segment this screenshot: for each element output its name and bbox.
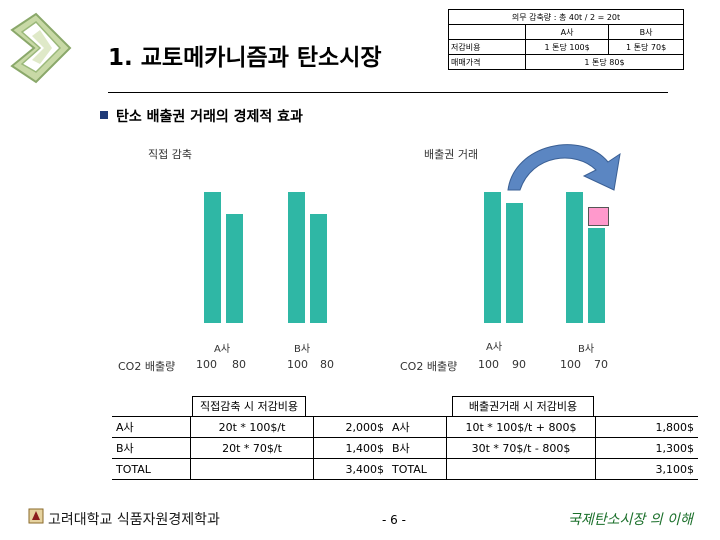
cost-value: 2,000$: [313, 416, 388, 438]
left-bar-a-before: [204, 192, 221, 323]
right-b-after: 70: [594, 358, 608, 371]
info-caption: 의무 감축량 : 총 40t / 2 = 20t: [448, 9, 684, 25]
info-row1-a: 1 톤당 100$: [524, 39, 610, 55]
info-row2-label: 매매가격: [448, 54, 526, 70]
cost-table: A사 20t * 100$/t 2,000$ A사 10t * 100$/t +…: [112, 416, 698, 480]
info-row2-value: 1 톤당 80$: [525, 54, 684, 70]
page-number: - 6 -: [382, 513, 406, 527]
right-company-b: B사: [578, 344, 595, 355]
left-company-b: B사: [294, 344, 311, 355]
cost-r-value: 3,100$: [595, 458, 698, 480]
cost-r-formula: [446, 458, 596, 480]
right-bar-a-before: [484, 192, 501, 323]
section-title: 탄소 배출권 거래의 경제적 효과: [116, 109, 303, 125]
right-bar-b-before: [566, 192, 583, 323]
left-a-after: 80: [232, 358, 246, 371]
page-title: 1. 교토메카니즘과 탄소시장: [108, 45, 382, 71]
cost-label: TOTAL: [112, 458, 191, 480]
right-bar-b-after: [588, 228, 605, 323]
right-chart-title: 배출권 거래: [424, 148, 479, 161]
cost-r-value: 1,300$: [595, 437, 698, 459]
left-bar-a-after: [226, 214, 243, 323]
left-row-label: CO2 배출량: [118, 360, 176, 373]
cost-label: A사: [112, 416, 191, 438]
cost-row-b: B사 20t * 70$/t 1,400$ B사 30t * 70$/t - 8…: [112, 437, 698, 459]
info-col-b: B사: [608, 24, 684, 40]
cost-formula: 20t * 70$/t: [190, 437, 314, 459]
info-row1-b: 1 톤당 70$: [608, 39, 684, 55]
cost-value: 3,400$: [313, 458, 388, 480]
right-row-label: CO2 배출량: [400, 360, 458, 373]
cost-r-value: 1,800$: [595, 416, 698, 438]
left-bar-b-before: [288, 192, 305, 323]
footer-course-title: 국제탄소시장 의 이해: [568, 512, 693, 528]
left-cost-header: 직접감축 시 저감비용: [192, 396, 306, 417]
logo-icon: [10, 12, 72, 84]
left-company-a: A사: [214, 344, 231, 355]
info-row1-label: 저감비용: [448, 39, 526, 55]
transfer-arrow-icon: [507, 144, 621, 191]
left-chart-title: 직접 감축: [148, 148, 192, 161]
cost-r-label: B사: [388, 437, 447, 459]
cost-formula: 20t * 100$/t: [190, 416, 314, 438]
cost-r-label: A사: [388, 416, 447, 438]
right-b-before: 100: [560, 358, 581, 371]
transferred-credit-block: [588, 207, 609, 226]
cost-row-total: TOTAL 3,400$ TOTAL 3,100$: [112, 458, 698, 480]
cost-formula: [190, 458, 314, 480]
right-company-a: A사: [486, 342, 503, 353]
cost-r-formula: 30t * 70$/t - 800$: [446, 437, 596, 459]
cost-label: B사: [112, 437, 191, 459]
left-b-after: 80: [320, 358, 334, 371]
left-a-before: 100: [196, 358, 217, 371]
cost-value: 1,400$: [313, 437, 388, 459]
left-b-before: 100: [287, 358, 308, 371]
cost-r-label: TOTAL: [388, 458, 447, 480]
info-col-a: A사: [524, 24, 610, 40]
right-bar-a-after: [506, 203, 523, 323]
info-corner: [448, 24, 526, 40]
cost-row-a: A사 20t * 100$/t 2,000$ A사 10t * 100$/t +…: [112, 416, 698, 438]
right-a-before: 100: [478, 358, 499, 371]
info-table: 의무 감축량 : 총 40t / 2 = 20t A사 B사 저감비용 1 톤당…: [448, 9, 684, 70]
left-bar-b-after: [310, 214, 327, 323]
university-emblem-icon: [28, 508, 44, 524]
title-underline: [108, 92, 668, 93]
section-bullet-icon: [100, 111, 108, 119]
right-a-after: 90: [512, 358, 526, 371]
cost-r-formula: 10t * 100$/t + 800$: [446, 416, 596, 438]
footer-department: 고려대학교 식품자원경제학과: [48, 512, 220, 528]
right-cost-header: 배출권거래 시 저감비용: [452, 396, 594, 417]
